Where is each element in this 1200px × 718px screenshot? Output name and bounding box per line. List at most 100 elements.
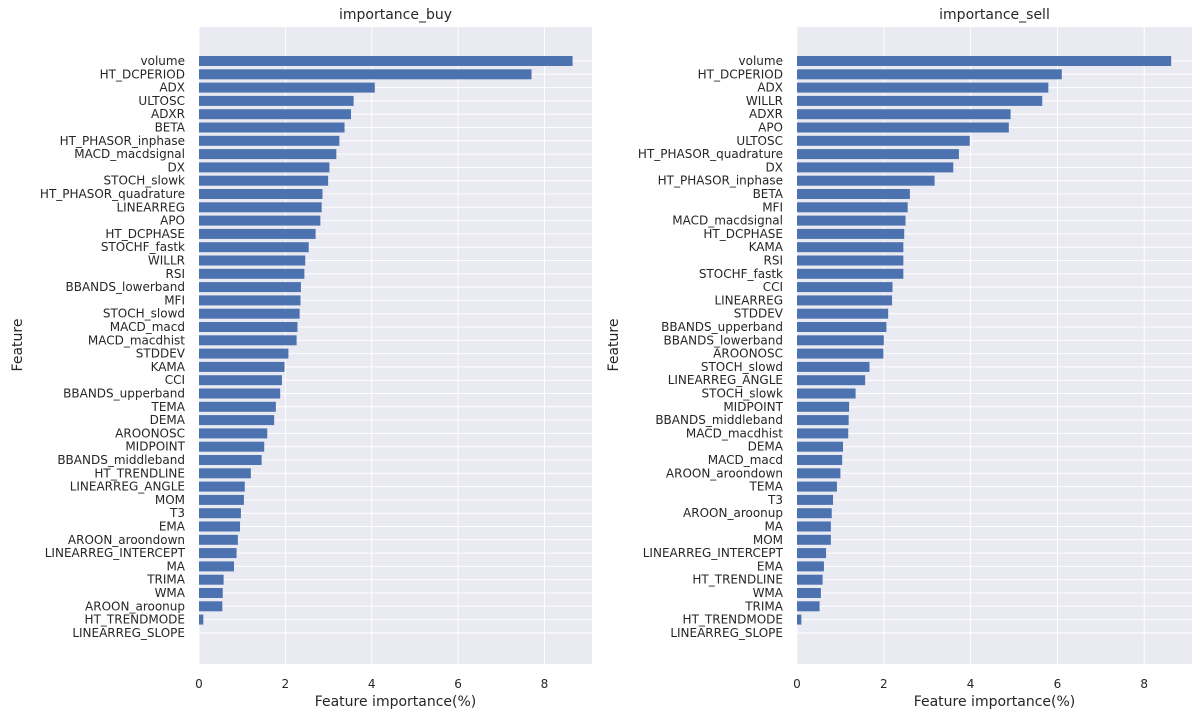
bar-sell-dx	[797, 162, 954, 173]
category-label-sell: MOM	[753, 533, 783, 547]
bar-sell-aroon-aroonup	[797, 508, 832, 519]
category-label-sell: HT_PHASOR_quadrature	[638, 147, 783, 161]
bar-buy-volume	[199, 56, 573, 66]
category-label-sell: LINEARREG_ANGLE	[668, 373, 783, 387]
bar-buy-mom	[199, 494, 244, 505]
category-label-buy: TEMA	[151, 400, 186, 414]
bar-buy-ht-trendline	[199, 468, 251, 479]
bar-buy-kama	[199, 361, 285, 372]
bar-buy-apo	[199, 215, 321, 226]
category-label-buy: LINEARREG_ANGLE	[70, 480, 185, 494]
category-label-buy: T3	[169, 506, 185, 520]
category-label-sell: MACD_macdhist	[686, 426, 783, 440]
bar-buy-dx	[199, 162, 330, 173]
x-tick-label-buy: 8	[541, 677, 549, 691]
bar-sell-ultosc	[797, 135, 970, 146]
bar-buy-trima	[199, 574, 224, 585]
category-label-buy: BBANDS_lowerband	[65, 280, 185, 294]
category-label-buy: EMA	[159, 520, 186, 534]
bar-sell-tema	[797, 481, 837, 492]
bar-buy-midpoint	[199, 441, 265, 452]
chart-title-sell: importance_sell	[939, 7, 1050, 23]
category-label-sell: CCI	[763, 280, 783, 294]
category-label-buy: volume	[141, 54, 185, 68]
category-label-sell: DEMA	[748, 440, 784, 454]
category-label-sell: STOCH_slowk	[702, 387, 784, 401]
category-label-buy: MACD_macdhist	[88, 333, 185, 347]
bar-buy-aroon-aroonup	[199, 601, 223, 612]
bar-buy-stoch-slowk	[199, 175, 329, 186]
bar-buy-bbands-upperband	[199, 388, 281, 399]
category-label-sell: volume	[739, 54, 783, 68]
category-label-buy: WMA	[155, 586, 186, 600]
bar-buy-t3	[199, 508, 241, 519]
category-label-buy: MIDPOINT	[125, 440, 185, 454]
category-label-sell: MACD_macd	[708, 453, 783, 467]
bar-buy-linearreg	[199, 202, 322, 213]
category-label-buy: STOCH_slowd	[103, 307, 185, 321]
category-label-buy: MOM	[155, 493, 185, 507]
category-label-buy: KAMA	[151, 360, 186, 374]
bar-sell-ht-dcperiod	[797, 69, 1062, 80]
bar-sell-willr	[797, 95, 1043, 106]
bar-sell-midpoint	[797, 401, 850, 412]
category-label-buy: TRIMA	[146, 573, 186, 587]
category-label-sell: MFI	[762, 200, 783, 214]
bar-buy-cci	[199, 375, 282, 386]
bar-sell-aroon-aroondown	[797, 468, 841, 479]
category-label-sell: HT_DCPERIOD	[698, 67, 783, 81]
category-label-sell: AROON_aroonup	[683, 506, 783, 520]
bar-buy-ht-trendmode	[199, 614, 204, 625]
bar-buy-macd-macdhist	[199, 335, 297, 346]
category-label-buy: MA	[166, 559, 185, 573]
category-label-sell: STDDEV	[734, 307, 784, 321]
bar-buy-ema	[199, 521, 241, 532]
category-label-sell: ADX	[757, 81, 783, 95]
category-label-buy: HT_PHASOR_inphase	[60, 134, 185, 148]
x-tick-label-sell: 4	[967, 677, 975, 691]
category-label-sell: KAMA	[749, 240, 784, 254]
category-label-sell: STOCH_slowd	[701, 360, 783, 374]
bar-sell-ht-trendmode	[797, 614, 802, 625]
category-label-sell: BBANDS_upperband	[661, 320, 783, 334]
category-label-sell: DX	[766, 160, 783, 174]
bar-buy-ht-dcphase	[199, 228, 316, 239]
bar-buy-beta	[199, 122, 345, 133]
category-label-sell: MACD_macdsignal	[672, 214, 783, 228]
category-label-sell: HT_DCPHASE	[703, 227, 783, 241]
plot-area-buy	[199, 27, 592, 664]
bar-buy-linearreg-intercept	[199, 548, 237, 559]
bar-sell-ht-phasor-inphase	[797, 175, 935, 186]
category-label-buy: BETA	[155, 121, 186, 135]
category-label-buy: DEMA	[150, 413, 186, 427]
bar-sell-kama	[797, 242, 904, 253]
category-label-sell: HT_TRENDLINE	[692, 573, 783, 587]
category-label-buy: LINEARREG	[116, 200, 185, 214]
bar-buy-stoch-slowd	[199, 308, 300, 319]
bar-buy-tema	[199, 401, 276, 412]
bar-sell-adxr	[797, 109, 1011, 120]
category-label-buy: WILLR	[148, 254, 185, 268]
bar-buy-linearreg-angle	[199, 481, 245, 492]
x-tick-label-sell: 6	[1054, 677, 1062, 691]
bar-buy-bbands-middleband	[199, 455, 262, 465]
category-label-buy: HT_TRENDMODE	[85, 613, 185, 627]
bar-sell-ht-dcphase	[797, 228, 905, 239]
category-label-buy: AROONOSC	[115, 426, 185, 440]
category-label-sell: HT_PHASOR_inphase	[658, 174, 783, 188]
y-axis-label-buy: Feature	[10, 319, 26, 372]
bar-sell-stoch-slowk	[797, 388, 856, 399]
category-label-sell: BETA	[753, 187, 784, 201]
category-label-sell: TRIMA	[744, 599, 784, 613]
category-label-sell: HT_TRENDMODE	[683, 613, 783, 627]
category-label-sell: T3	[767, 493, 783, 507]
category-label-buy: STOCH_slowk	[104, 174, 186, 188]
bar-buy-willr	[199, 255, 306, 266]
x-tick-label-buy: 4	[368, 677, 376, 691]
category-label-buy: MFI	[164, 293, 185, 307]
bar-sell-t3	[797, 494, 834, 505]
category-label-buy: ADX	[159, 81, 185, 95]
category-label-sell: ADXR	[749, 107, 783, 121]
bar-sell-stddev	[797, 308, 889, 319]
category-label-sell: ULTOSC	[736, 134, 783, 148]
